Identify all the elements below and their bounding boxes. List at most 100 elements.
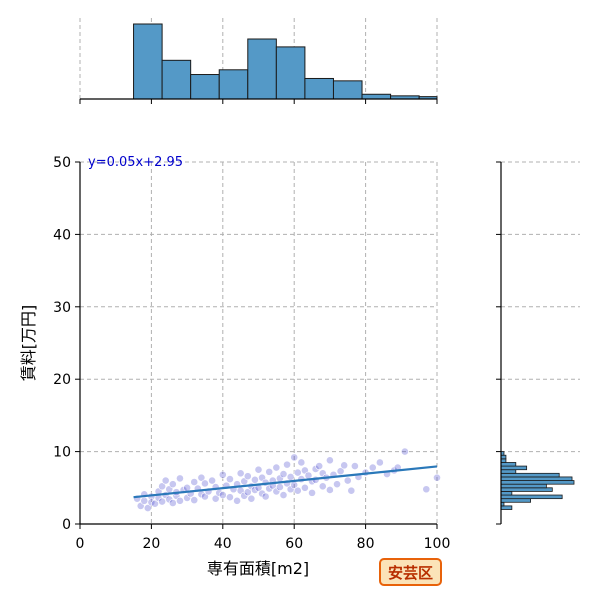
- regression-line-group: [133, 465, 438, 499]
- right-hist-bar: [500, 454, 507, 460]
- scatter-point: [347, 486, 356, 495]
- right-hist-bar: [500, 494, 563, 500]
- scatter-point: [375, 458, 384, 467]
- scatter-point: [158, 497, 167, 506]
- scatter-point: [226, 493, 234, 502]
- scatter-point: [315, 462, 324, 470]
- right-hist-bar: [500, 462, 517, 467]
- top-marginal-histogram: [79, 18, 438, 104]
- scatter-point: [333, 480, 341, 489]
- main-ticks: 0 20 40 60 80 100 0 10 20 30 40 50: [53, 155, 450, 552]
- right-hist-bar: [500, 469, 517, 474]
- top-hist-bar: [190, 74, 220, 100]
- scatter-point: [226, 475, 234, 484]
- scatter-point: [279, 491, 288, 499]
- y-tick-label: 50: [53, 155, 71, 171]
- y-axis-title: 賃料[万円]: [19, 305, 38, 382]
- scatter-point: [318, 482, 327, 491]
- scatter-point: [243, 472, 252, 481]
- scatter-point: [400, 447, 409, 456]
- scatter-point: [279, 470, 288, 478]
- scatter-point: [350, 462, 359, 470]
- scatter-point: [190, 478, 199, 486]
- right-hist-bar: [500, 476, 573, 481]
- top-hist-bar: [304, 77, 334, 100]
- scatter-point: [340, 461, 349, 470]
- scatter-point: [168, 480, 177, 489]
- top-hist-bar: [218, 69, 249, 100]
- ward-badge-label: 安芸区: [388, 564, 433, 582]
- main-grid: [80, 161, 438, 524]
- scatter-point: [211, 494, 220, 503]
- scatter-point: [143, 504, 152, 512]
- scatter-point: [168, 499, 177, 507]
- y-tick-label: 40: [53, 227, 71, 243]
- scatter-point: [243, 488, 252, 497]
- top-hist-bar: [361, 93, 392, 100]
- scatter-points: [133, 447, 441, 512]
- right-hist-bar: [500, 458, 507, 463]
- scatter-point: [293, 486, 302, 495]
- scatter-point: [140, 496, 149, 505]
- right-hist-bar: [500, 505, 513, 510]
- right-marginal-histogram: [496, 161, 580, 525]
- scatter-point: [336, 467, 345, 476]
- y-tick-label: 30: [53, 300, 71, 316]
- scatter-point: [218, 470, 227, 479]
- scatter-point: [368, 463, 377, 472]
- scatter-point: [176, 496, 184, 505]
- ward-badge: 安芸区: [379, 558, 442, 586]
- x-tick-label: 80: [357, 536, 375, 552]
- scatter-point: [236, 469, 245, 478]
- scatter-point: [290, 453, 299, 462]
- x-tick-label: 60: [285, 536, 303, 552]
- main-axes: [79, 162, 437, 525]
- right-hist-bar: [500, 498, 531, 503]
- y-tick-label: 0: [62, 517, 71, 533]
- scatter-point: [293, 468, 302, 477]
- scatter-point: [422, 485, 431, 494]
- scatter-point: [261, 492, 270, 501]
- right-hist-bar: [500, 491, 513, 496]
- scatter-point: [343, 476, 352, 485]
- y-tick-label: 10: [53, 445, 71, 461]
- scatter-point: [251, 475, 259, 484]
- scatter-point: [247, 494, 256, 503]
- right-hist-bar: [500, 465, 528, 471]
- scatter-point: [176, 474, 184, 483]
- top-hist-bar: [247, 38, 277, 100]
- scatter-point: [254, 465, 263, 474]
- x-axis-title: 専有面積[m2]: [207, 559, 309, 578]
- scatter-point: [218, 491, 227, 499]
- top-hist-bar: [275, 46, 306, 100]
- top-hist-bar: [161, 59, 192, 100]
- scatter-point: [325, 456, 334, 465]
- scatter-point: [208, 476, 216, 485]
- scatter-point: [265, 467, 274, 476]
- x-tick-label: 0: [76, 536, 85, 552]
- x-tick-label: 100: [424, 536, 451, 552]
- scatter-point: [286, 473, 295, 481]
- scatter-point: [283, 460, 291, 469]
- scatter-point: [297, 458, 306, 467]
- scatter-point: [197, 473, 206, 482]
- scatter-point: [301, 483, 309, 492]
- scatter-point: [233, 496, 241, 505]
- ward-badge-box: [379, 558, 442, 586]
- scatter-point: [325, 486, 334, 494]
- scatter-point: [276, 483, 284, 491]
- top-hist-bar: [133, 23, 163, 100]
- right-hist-bar: [500, 472, 560, 478]
- right-hist-bar: [500, 487, 553, 492]
- right-hist-bar: [500, 480, 575, 485]
- scatter-point: [161, 476, 170, 485]
- top-hist-bar: [332, 80, 363, 100]
- regression-line: [133, 465, 438, 499]
- scatter-point: [151, 499, 159, 508]
- x-tick-label: 40: [214, 536, 232, 552]
- equation-label: y=0.05x+2.95: [88, 155, 183, 170]
- scatter-point: [308, 488, 316, 497]
- scatter-point: [190, 496, 199, 505]
